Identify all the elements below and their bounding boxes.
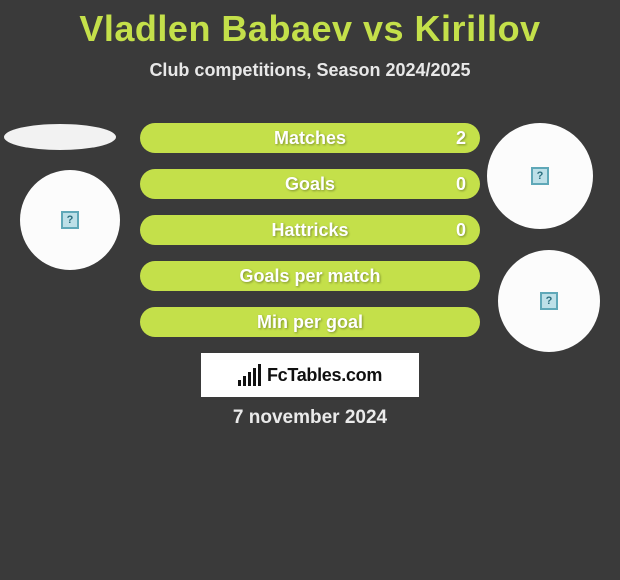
player-right-avatar-2 [498,250,600,352]
stat-value-right: 0 [456,174,466,195]
stat-label: Goals [285,174,335,195]
stat-label: Matches [274,128,346,149]
snapshot-date: 7 november 2024 [0,407,620,429]
stat-row-hattricks: Hattricks 0 [140,215,480,245]
player-left-avatar [20,170,120,270]
player-right-avatar-1 [487,123,593,229]
stat-label: Min per goal [257,312,363,333]
stat-label: Hattricks [271,220,348,241]
comparison-subtitle: Club competitions, Season 2024/2025 [0,60,620,81]
comparison-title: Vladlen Babaev vs Kirillov [0,0,620,50]
avatar-placeholder-icon [531,167,549,185]
logo-text: FcTables.com [267,365,382,386]
stat-row-goals-per-match: Goals per match [140,261,480,291]
avatar-placeholder-icon [61,211,79,229]
stat-value-right: 0 [456,220,466,241]
stat-value-right: 2 [456,128,466,149]
stat-row-matches: Matches 2 [140,123,480,153]
stat-row-goals: Goals 0 [140,169,480,199]
decorative-ellipse [4,124,116,150]
stat-rows: Matches 2 Goals 0 Hattricks 0 Goals per … [140,123,480,353]
avatar-placeholder-icon [540,292,558,310]
fctables-logo: FcTables.com [201,353,419,397]
stat-label: Goals per match [239,266,380,287]
logo-bars-icon [238,364,261,386]
stat-row-min-per-goal: Min per goal [140,307,480,337]
